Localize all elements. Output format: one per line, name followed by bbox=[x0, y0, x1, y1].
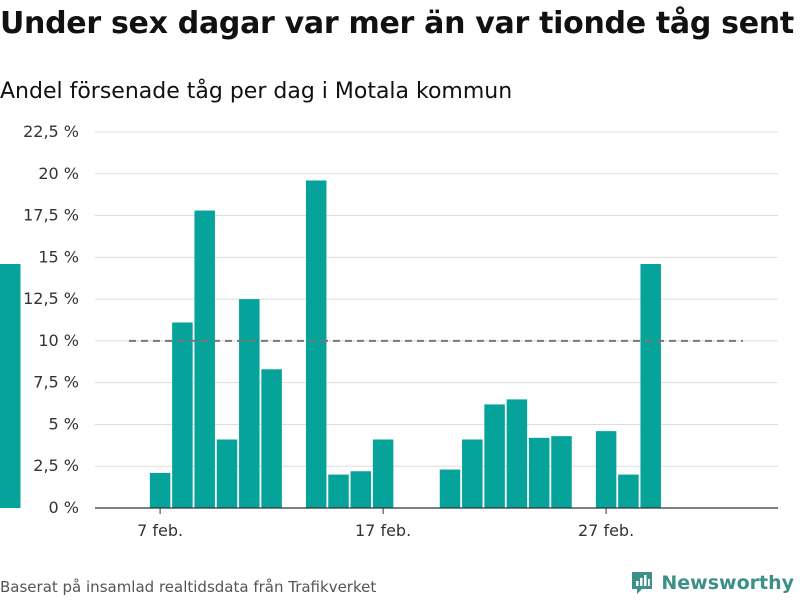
brand-name: Newsworthy bbox=[661, 572, 794, 594]
bar bbox=[551, 436, 572, 508]
chart-subtitle: Andel försenade tåg per dag i Motala kom… bbox=[0, 79, 513, 104]
y-tick-label: 17,5 % bbox=[23, 206, 79, 225]
y-tick-label: 12,5 % bbox=[23, 289, 79, 308]
brand-logo: Newsworthy bbox=[629, 570, 794, 596]
bar bbox=[484, 404, 505, 508]
bar bbox=[305, 180, 327, 508]
y-tick-label: 0 % bbox=[49, 498, 79, 517]
x-tick-label: 7 feb. bbox=[137, 521, 183, 540]
bar bbox=[640, 264, 661, 508]
bar bbox=[239, 299, 260, 508]
bar bbox=[261, 369, 282, 508]
y-tick-label: 5 % bbox=[49, 414, 79, 433]
bar bbox=[149, 472, 171, 508]
bar bbox=[350, 471, 372, 508]
chart-title: Under sex dagar var mer än var tionde tå… bbox=[0, 6, 794, 41]
bar bbox=[216, 439, 238, 508]
bar bbox=[0, 441, 21, 508]
y-tick-label: 7,5 % bbox=[33, 373, 79, 392]
y-tick-label: 22,5 % bbox=[23, 122, 79, 141]
bar bbox=[439, 469, 461, 508]
newsworthy-icon bbox=[632, 572, 653, 594]
y-tick-label: 20 % bbox=[38, 164, 79, 183]
bar bbox=[328, 474, 349, 508]
y-tick-label: 10 % bbox=[38, 331, 79, 350]
axes: 0 % 2,5 % 5 % 7,5 % 10 % 12,5 % 15 % 17,5 % 20 %… bbox=[23, 122, 778, 540]
bar bbox=[372, 439, 394, 508]
source-note: Baserat på insamlad realtidsdata från Tr… bbox=[0, 578, 377, 596]
bar bbox=[618, 474, 639, 508]
bar bbox=[595, 431, 617, 508]
x-tick-label: 17 feb. bbox=[355, 521, 411, 540]
bar bbox=[528, 437, 550, 508]
bar bbox=[194, 210, 215, 508]
bar bbox=[462, 439, 483, 508]
x-tick-label: 27 feb. bbox=[578, 521, 634, 540]
y-tick-label: 15 % bbox=[38, 247, 79, 266]
bar bbox=[172, 322, 193, 508]
bar bbox=[506, 399, 528, 508]
y-tick-label: 2,5 % bbox=[33, 456, 79, 475]
bars bbox=[0, 180, 661, 508]
